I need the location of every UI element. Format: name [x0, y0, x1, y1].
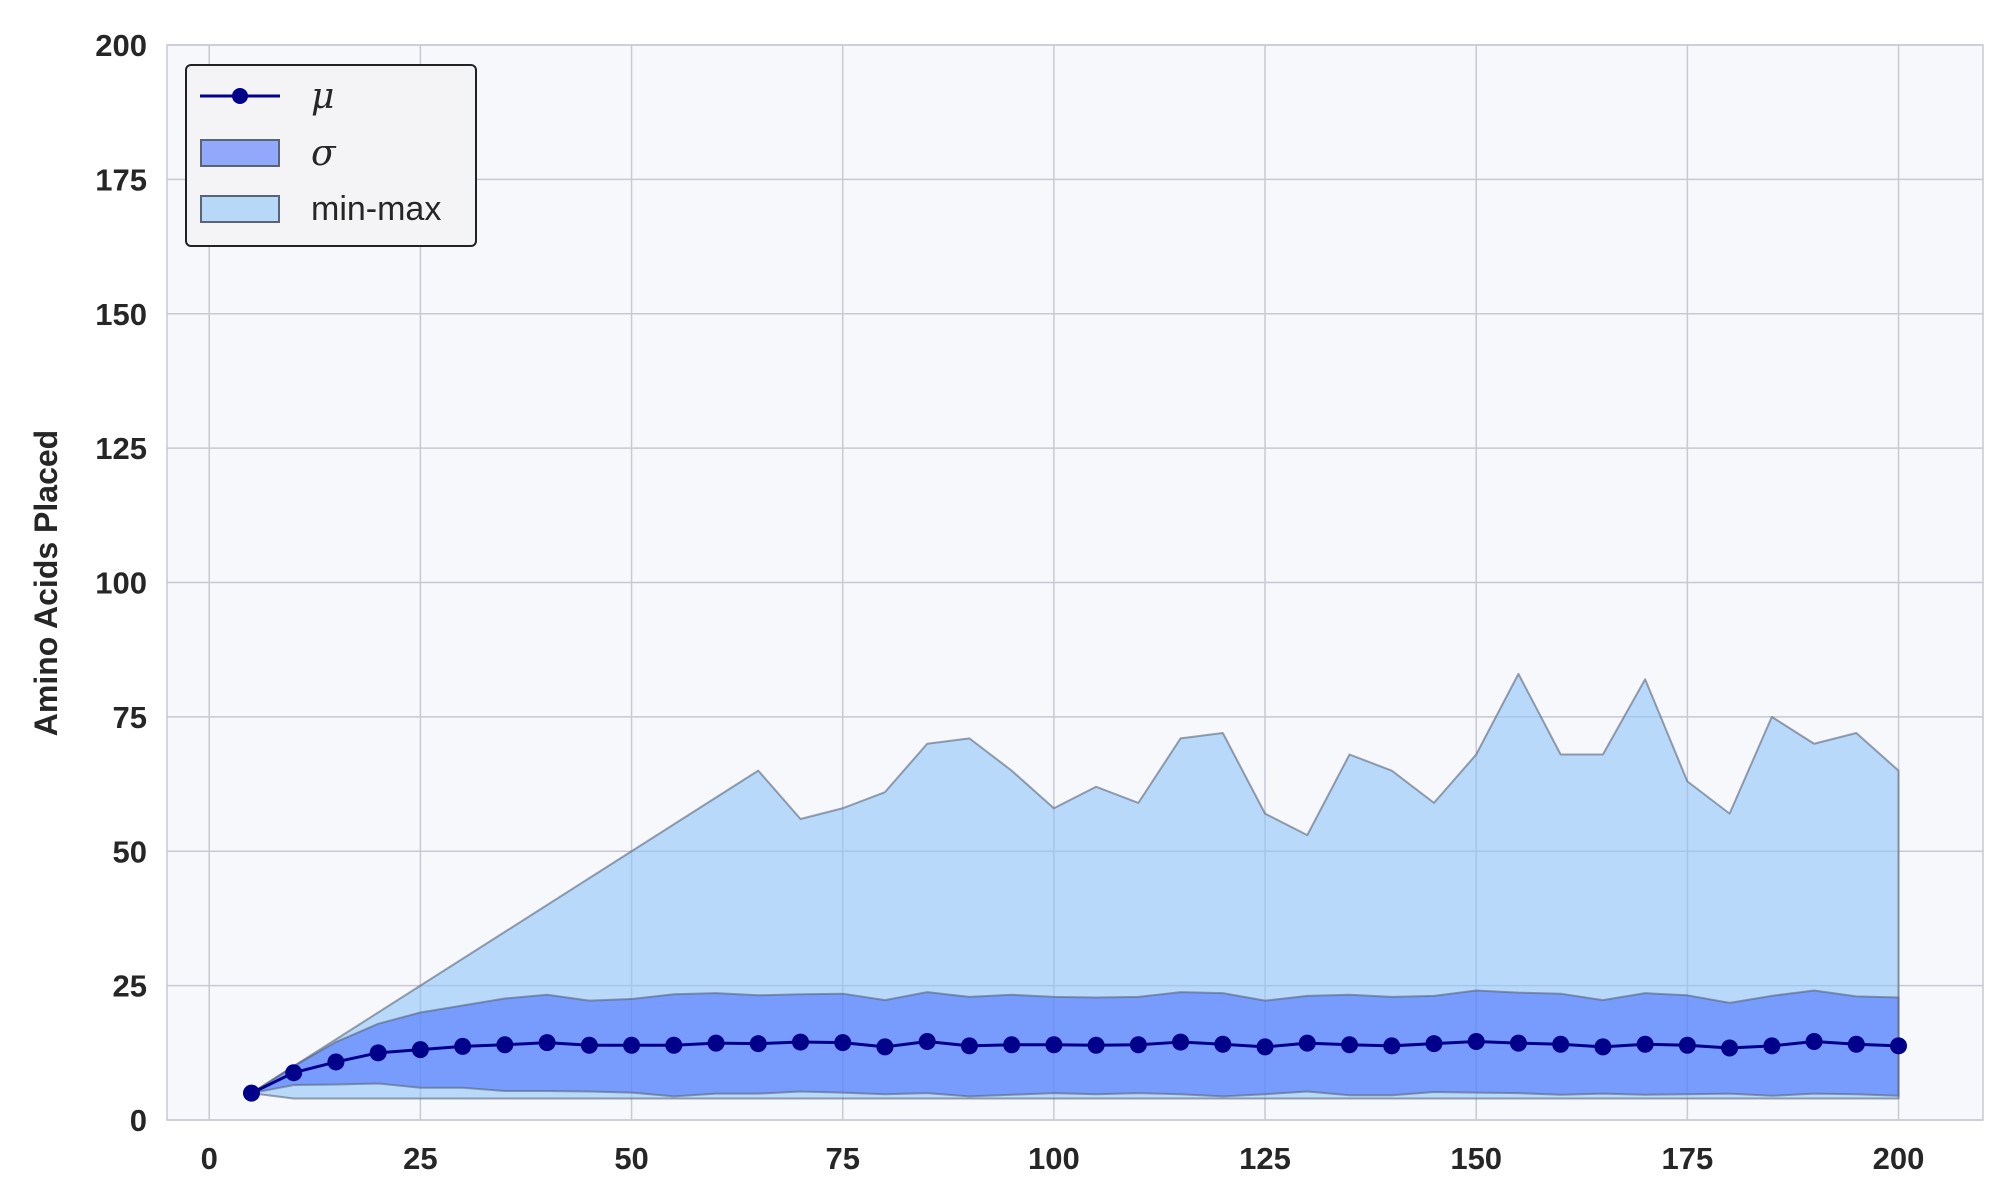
mu-point: [1763, 1037, 1781, 1055]
y-tick-label: 175: [95, 162, 147, 197]
x-tick-label: 50: [614, 1141, 648, 1176]
mu-line: [250, 1040, 1899, 1095]
mu-point: [1509, 1034, 1527, 1052]
mu-point: [580, 1036, 598, 1054]
mu-point: [1129, 1036, 1147, 1054]
y-tick-labels: 0 25 50 75 100 125 150 175 200: [95, 28, 147, 1138]
x-tick-label: 150: [1450, 1141, 1502, 1176]
mu-point: [538, 1034, 556, 1052]
y-tick-label: 25: [113, 969, 147, 1004]
y-tick-label: 50: [113, 834, 147, 869]
y-axis-label: Amino Acids Placed: [28, 430, 64, 736]
mu-point: [369, 1044, 387, 1062]
mu-point: [1678, 1036, 1696, 1054]
x-tick-labels: 0 25 50 75 100 125 150 175 200: [201, 1141, 1925, 1176]
mu-point: [1847, 1035, 1865, 1053]
y-tick-label: 75: [113, 700, 147, 735]
mu-point: [1256, 1038, 1274, 1056]
legend-mu-marker: [232, 88, 248, 104]
mu-point: [749, 1035, 767, 1053]
mu-point: [876, 1038, 894, 1056]
mu-point: [242, 1084, 260, 1102]
bands: [250, 672, 1900, 1100]
y-tick-label: 150: [95, 297, 147, 332]
mu-point: [1045, 1036, 1063, 1054]
mu-point: [1214, 1035, 1232, 1053]
mu-point: [1890, 1037, 1908, 1055]
mu-point: [1087, 1036, 1105, 1054]
mean-line-layer: [242, 1033, 1908, 1102]
x-tick-label: 175: [1662, 1141, 1714, 1176]
mu-point: [1805, 1033, 1823, 1051]
mu-point: [834, 1034, 852, 1052]
legend-minmax-label: min-max: [311, 190, 441, 228]
legend-sigma-label: σ: [311, 133, 337, 174]
x-tick-label: 75: [825, 1141, 859, 1176]
mu-point: [1552, 1035, 1570, 1053]
y-tick-label: 100: [95, 566, 147, 601]
x-tick-label: 0: [201, 1141, 218, 1176]
mu-point: [454, 1037, 472, 1055]
mu-point: [327, 1053, 345, 1071]
legend: μ σ min-max: [185, 64, 477, 247]
mu-point: [918, 1033, 936, 1051]
mu-point: [960, 1037, 978, 1055]
mu-point: [1298, 1034, 1316, 1052]
y-tick-label: 200: [95, 28, 147, 63]
mu-point: [665, 1036, 683, 1054]
mu-point: [1003, 1036, 1021, 1054]
legend-minmax-swatch: [200, 195, 280, 223]
mu-point: [1721, 1039, 1739, 1057]
mu-point: [496, 1036, 514, 1054]
legend-sigma-swatch: [200, 139, 280, 167]
y-tick-label: 125: [95, 431, 147, 466]
mu-point: [1341, 1036, 1359, 1054]
x-tick-label: 100: [1028, 1141, 1080, 1176]
mu-point: [1594, 1038, 1612, 1056]
plot-frame: [166, 44, 1984, 1121]
mu-point: [1425, 1035, 1443, 1053]
x-tick-label: 125: [1239, 1141, 1291, 1176]
x-tick-label: 200: [1873, 1141, 1925, 1176]
y-tick-label: 0: [130, 1103, 147, 1138]
mu-point: [1636, 1035, 1654, 1053]
mu-point: [1383, 1037, 1401, 1055]
mu-point: [791, 1033, 809, 1051]
mu-point: [1467, 1033, 1485, 1051]
legend-mu-label: μ: [311, 76, 334, 117]
x-tick-label: 25: [403, 1141, 437, 1176]
mu-point: [411, 1041, 429, 1059]
mu-point: [707, 1034, 725, 1052]
mu-point: [1172, 1033, 1190, 1051]
mu-point: [623, 1036, 641, 1054]
mu-point: [285, 1064, 303, 1082]
